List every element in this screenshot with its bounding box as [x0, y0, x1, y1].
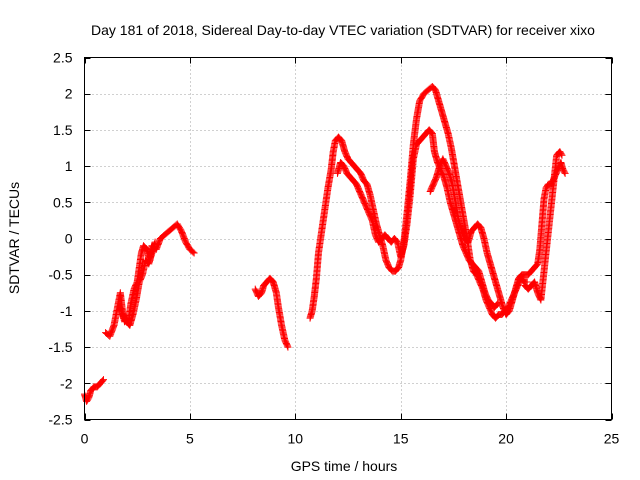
y-tick-label: 0.5: [53, 194, 73, 210]
data-point: [98, 377, 106, 385]
y-tick-label: 2.5: [53, 50, 73, 66]
y-axis-tick-labels: -2.5 -2 -1.5 -1 -0.5 0 0.5 1 1.5 2 2.5: [48, 50, 72, 428]
y-tick-label: 1.5: [53, 122, 73, 138]
y-tick-label: -0.5: [48, 267, 72, 283]
data-point: [189, 248, 197, 256]
data-point: [151, 238, 159, 246]
x-tick-label: 15: [393, 431, 409, 447]
data-point: [561, 169, 569, 177]
series-segment-4b: [333, 126, 502, 311]
data-point: [560, 168, 568, 176]
y-tick-label: 0: [65, 231, 73, 247]
x-axis-label: GPS time / hours: [291, 458, 398, 474]
data-point: [283, 342, 291, 350]
series-segment-3: [251, 274, 292, 351]
data-point: [557, 150, 565, 158]
y-tick-label: -2.5: [48, 412, 72, 428]
data-point: [532, 262, 540, 270]
series-segment-4d: [521, 148, 566, 304]
y-tick-label: 1: [65, 158, 73, 174]
x-tick-label: 20: [498, 431, 514, 447]
y-axis-label: SDTVAR / TECUs: [6, 182, 22, 294]
series-segment-2: [102, 220, 198, 340]
x-tick-label: 5: [186, 431, 194, 447]
x-tick-label: 25: [604, 431, 620, 447]
data-point: [523, 278, 531, 286]
data-point: [99, 377, 107, 385]
data-point: [427, 128, 435, 136]
chart-title: Day 181 of 2018, Sidereal Day-to-day VTE…: [91, 22, 595, 38]
y-tick-label: 2: [65, 86, 73, 102]
data-point: [558, 151, 566, 159]
x-tick-label: 10: [288, 431, 304, 447]
data-point: [99, 376, 107, 384]
data-point: [190, 249, 198, 257]
y-tick-label: -2: [60, 375, 73, 391]
axis-ticks: [84, 57, 613, 421]
data-point: [284, 343, 292, 351]
data-point: [492, 301, 500, 309]
data-points: [81, 82, 569, 405]
series-segment-2-lower: [116, 238, 159, 329]
x-axis-tick-labels: 0 5 10 15 20 25: [81, 431, 620, 447]
y-tick-label: -1: [60, 303, 73, 319]
series-segment-4c: [426, 155, 569, 319]
x-tick-label: 0: [81, 431, 89, 447]
y-tick-label: -1.5: [48, 339, 72, 355]
plot-frame: [84, 57, 612, 420]
